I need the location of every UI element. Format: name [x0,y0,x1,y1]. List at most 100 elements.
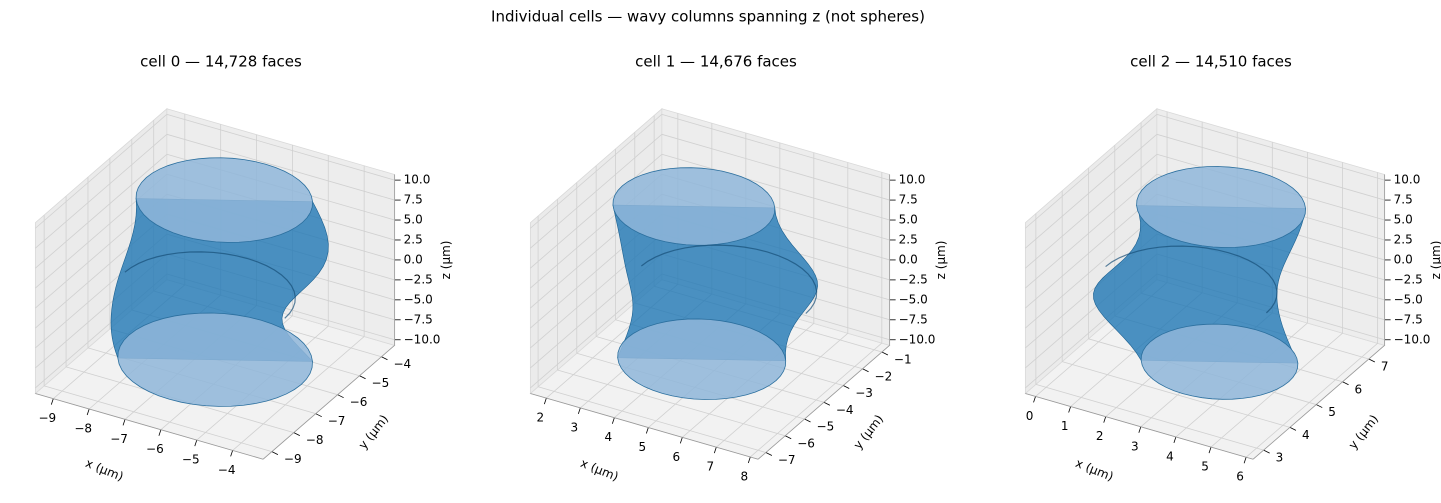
x-tick-label: 8 [740,469,748,483]
tick-mark [645,427,649,434]
x-tick-label: −5 [182,453,200,467]
y-axis-label: y (μm) [851,412,886,452]
z-tick-label: 0.0 [404,252,423,266]
y-tick-label: −3 [855,386,873,400]
z-tick-label: 10.0 [404,173,431,187]
tick-mark [543,397,547,405]
tick-mark [86,408,90,416]
z-tick-label: −7.5 [1394,312,1423,326]
tick-mark [315,413,322,418]
y-tick-label: 7 [1381,360,1389,374]
tick-mark [50,398,54,405]
grid-line [44,385,273,453]
x-axis-label: x (μm) [578,456,620,484]
grid-line [1035,383,1264,451]
y-tick-label: 4 [1302,428,1310,442]
z-tick-label: −5.0 [1394,292,1423,306]
x-axis-label: x (μm) [1073,456,1115,484]
x-tick-label: 3 [571,420,579,434]
tick-mark [122,419,126,426]
y-tick-label: −8 [306,433,324,447]
tick-mark [1316,404,1323,408]
y-tick-label: −5 [817,420,835,434]
z-tick-label: 10.0 [1394,173,1421,187]
tick-mark [679,437,683,444]
x-tick-label: −7 [110,432,128,446]
grid-line [166,113,395,181]
grid-line [537,386,766,453]
y-tick-label: −6 [350,395,368,409]
cell-fold [641,244,818,314]
y-axis-line [757,345,890,460]
grid-line [1156,113,1385,181]
x-axis-line [1025,393,1254,460]
y-tick-label: −5 [372,376,390,390]
x-tick-label: 6 [673,450,681,464]
tick-mark [1138,426,1142,433]
tick-mark [1368,358,1376,363]
cell-fold [124,251,296,319]
chart-title: cell 0 — 14,728 faces [140,53,302,71]
grid-line [661,113,890,181]
grid-line [557,369,786,437]
tick-mark [881,351,889,356]
x-tick-label: 2 [1096,429,1104,443]
cell-top-cap [1136,166,1306,248]
tick-mark [785,435,792,440]
tick-mark [747,456,751,464]
y-tick-label: −9 [284,452,302,466]
cell-top-cap [612,167,776,246]
grid-line [530,153,663,269]
x-tick-label: 2 [537,411,545,425]
y-axis-line [262,345,395,460]
y-axis-label: y (μm) [356,412,391,452]
z-tick-label: −10.0 [1394,332,1431,346]
z-tick-label: −5.0 [899,292,928,306]
z-tick-label: −7.5 [899,312,928,326]
z-tick-label: 0.0 [1394,252,1413,266]
z-axis-label: z (μm) [1429,241,1441,280]
cell-bottom-cap [117,312,313,407]
chart-title: cell 1 — 14,676 faces [635,53,797,71]
grid-line [35,134,168,249]
tick-mark [1033,396,1036,403]
x-tick-label: 3 [1131,439,1139,453]
z-tick-label: −2.5 [1394,272,1423,286]
x-tick-label: −8 [74,422,92,436]
grid-line [530,134,663,249]
y-tick-label: −4 [393,357,411,371]
tick-mark [293,432,300,437]
x-tick-label: 0 [1026,409,1034,423]
tick-mark [1208,446,1212,454]
grid-line [1156,133,1385,201]
y-tick-label: 3 [1276,451,1284,465]
chart-title: cell 2 — 14,510 faces [1130,53,1292,71]
z-tick-label: −10.0 [899,332,936,346]
y-tick-label: −7 [778,453,796,467]
grid-line [1210,332,1343,448]
cell-bottom-cap [617,318,787,400]
x-axis-label: x (μm) [83,456,125,484]
x-tick-label: 7 [706,460,714,474]
z-tick-label: 5.0 [1394,213,1413,227]
y-tick-label: −6 [797,436,815,450]
tick-mark [577,407,581,415]
cell-top-cap [135,157,313,243]
grid-line [1025,193,1158,309]
y-tick-label: −2 [875,369,893,383]
z-axis-label: z (μm) [439,241,453,280]
z-tick-label: 5.0 [404,213,423,227]
tick-mark [1289,426,1297,431]
grid-line [1025,153,1158,269]
tick-mark [230,450,234,457]
grid-line [1025,213,1158,329]
cell-fold [1105,245,1278,314]
tick-mark [611,417,615,424]
tick-mark [381,356,388,361]
grid-line [530,114,663,229]
z-tick-label: −7.5 [404,312,433,326]
z-tick-label: 7.5 [899,193,918,207]
tick-mark [337,394,344,399]
tick-mark [823,401,831,406]
